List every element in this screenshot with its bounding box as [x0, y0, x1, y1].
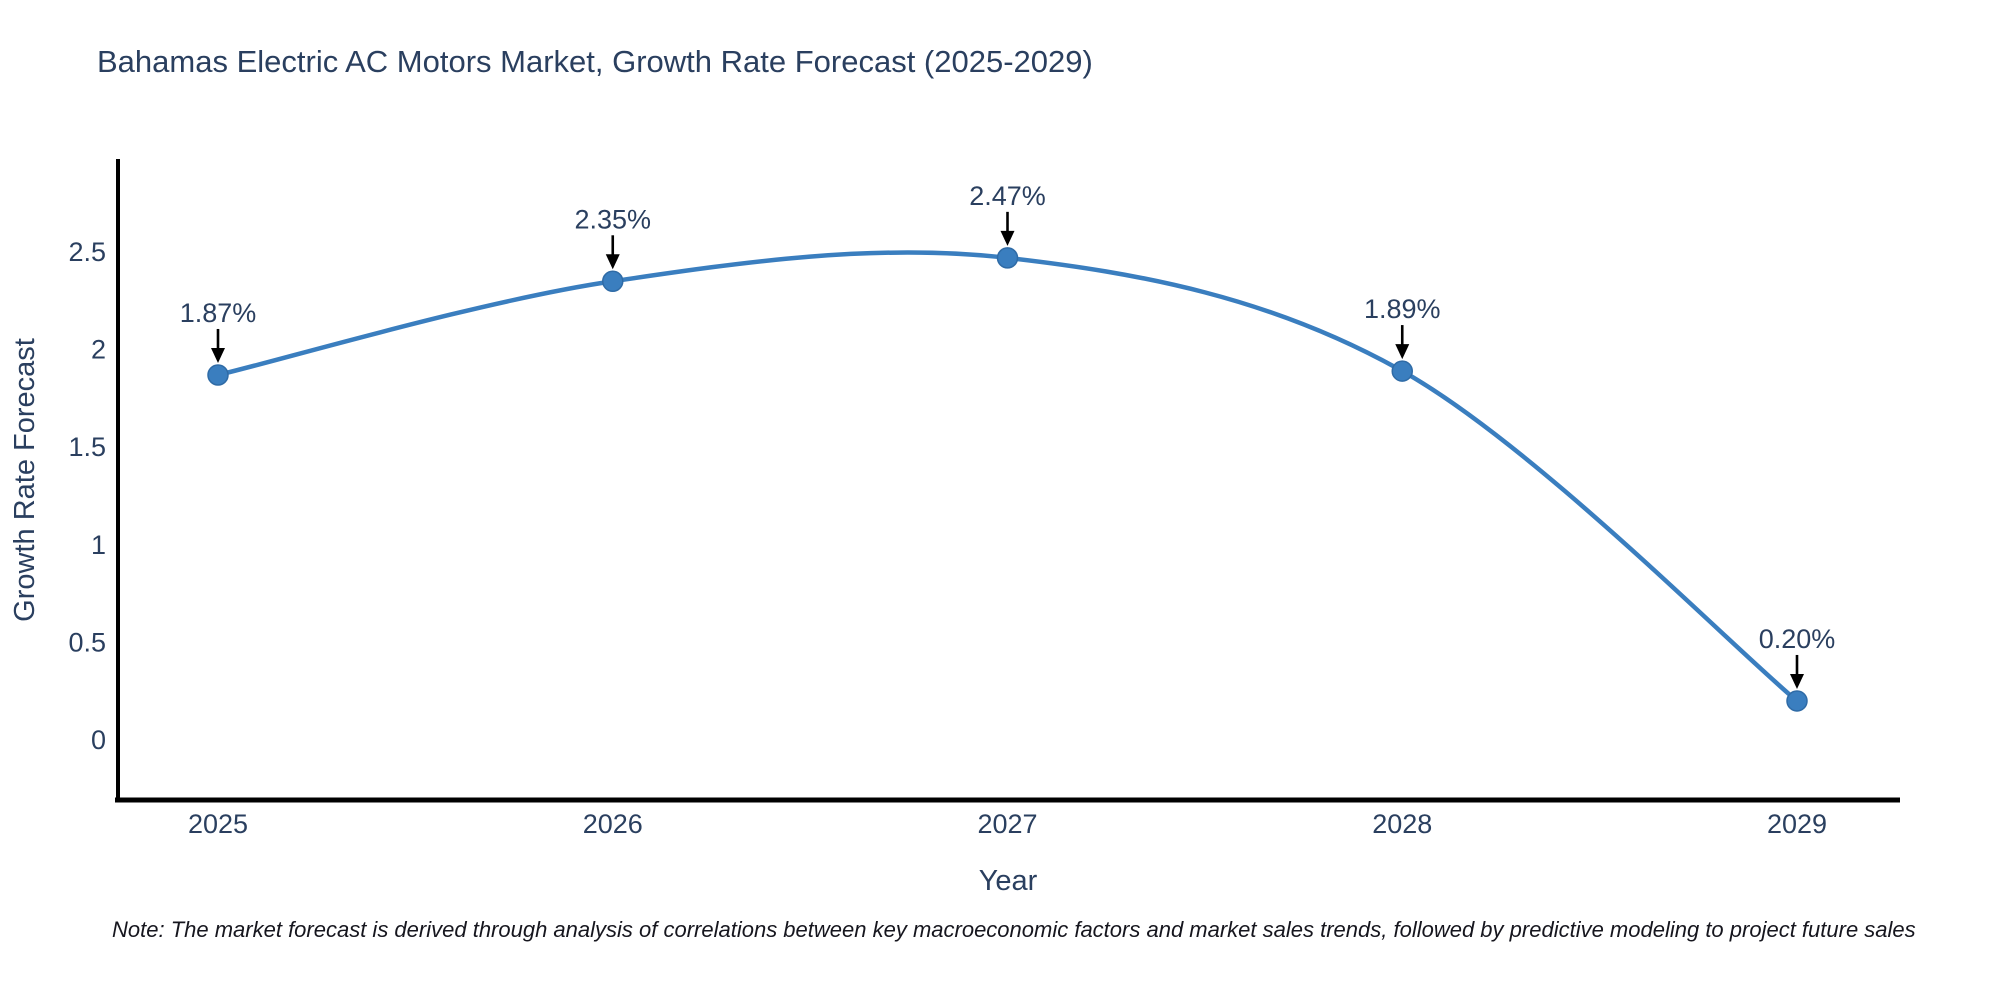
annotation-label: 2.47% — [969, 181, 1046, 211]
annotation: 0.20% — [1759, 624, 1836, 689]
y-tick-label: 1.5 — [68, 432, 106, 462]
chart-title: Bahamas Electric AC Motors Market, Growt… — [97, 44, 1093, 79]
x-tick-labels: 2025 2026 2027 2028 2029 — [188, 809, 1827, 839]
annotation-arrowhead-icon — [605, 254, 620, 270]
x-tick-label: 2028 — [1372, 809, 1432, 839]
data-point-markers — [207, 247, 1808, 712]
y-tick-label: 2.5 — [68, 237, 106, 267]
y-axis: 0 0.5 1 1.5 2 2.5 Growth Rate Forecast — [9, 159, 120, 802]
data-point-marker — [602, 270, 624, 293]
x-axis-title: Year — [979, 865, 1038, 897]
data-point-marker — [1786, 690, 1808, 712]
annotation: 1.89% — [1364, 294, 1441, 360]
x-tick-label: 2027 — [977, 809, 1037, 839]
x-tick-label: 2029 — [1767, 809, 1827, 839]
y-tick-labels: 0 0.5 1 1.5 2 2.5 — [68, 237, 106, 755]
x-tick-label: 2026 — [583, 809, 643, 839]
x-axis: 2025 2026 2027 2028 2029 Year — [115, 797, 1900, 897]
annotation-label: 1.89% — [1364, 294, 1441, 324]
annotation-arrowhead-icon — [1395, 344, 1410, 360]
annotation: 2.47% — [969, 181, 1046, 246]
data-point-marker — [1391, 360, 1413, 382]
forecast-line-series — [215, 250, 1800, 704]
annotation-arrowhead-icon — [1790, 673, 1804, 689]
data-point-marker — [207, 364, 229, 386]
annotation-arrowhead-icon — [211, 347, 225, 363]
annotation-label: 1.87% — [180, 298, 257, 328]
data-point-marker — [996, 247, 1019, 269]
annotation-label: 0.20% — [1759, 624, 1836, 654]
x-tick-label: 2025 — [188, 809, 248, 839]
annotation-label: 2.35% — [574, 204, 651, 234]
y-axis-title: Growth Rate Forecast — [9, 338, 41, 622]
footnote: Note: The market forecast is derived thr… — [112, 917, 1916, 942]
annotation: 1.87% — [180, 298, 257, 363]
y-tick-label: 1 — [91, 530, 106, 560]
annotations: 1.87% 2.35% 2.47% 1.89% 0.20% — [180, 181, 1836, 689]
y-tick-label: 0 — [91, 725, 106, 755]
y-tick-label: 2 — [91, 335, 106, 365]
annotation-arrowhead-icon — [1000, 230, 1015, 246]
annotation: 2.35% — [574, 204, 651, 270]
y-tick-label: 0.5 — [68, 627, 106, 657]
